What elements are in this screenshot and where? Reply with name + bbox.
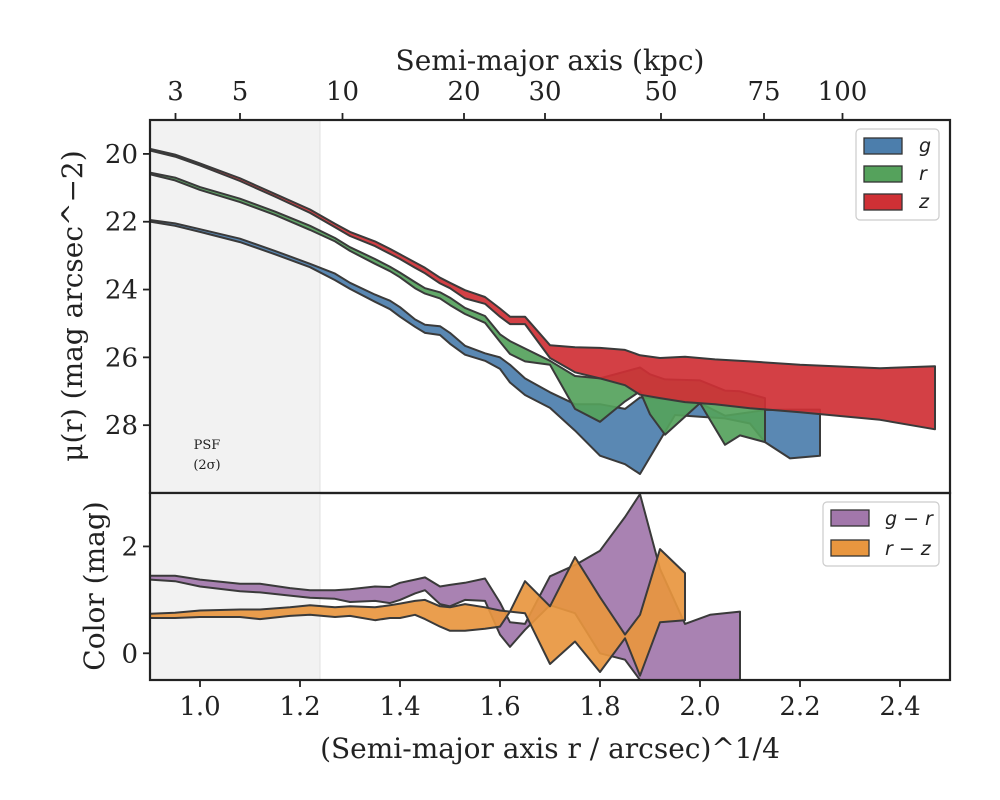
top-tick-label-5: 5 — [232, 77, 249, 107]
x-tick-label-2.4: 2.4 — [879, 692, 920, 722]
x-tick-label-1: 1.0 — [179, 692, 220, 722]
top-axis-title: Semi-major axis (kpc) — [396, 44, 705, 77]
color-y-tick-label-0: 0 — [121, 639, 138, 669]
psf-label: PSF — [194, 438, 221, 453]
x-axis-title: (Semi-major axis r / arcsec)^1/4 — [320, 732, 780, 765]
top-tick-label-50: 50 — [644, 77, 677, 107]
legend-label-r: r — [919, 163, 928, 185]
y-axis-title-color: Color (mag) — [78, 501, 111, 670]
top-tick-label-75: 75 — [747, 77, 780, 107]
surface-brightness-panel: PSF (2σ) 20 22 24 26 28 3 5 10 20 30 50 75 100 g r z — [105, 77, 952, 495]
x-tick-label-1.8: 1.8 — [579, 692, 620, 722]
color-panel-ticks: 0 2 1.0 1.2 1.4 1.6 1.8 2.0 2.2 2.4 — [121, 532, 920, 722]
color-series — [150, 493, 741, 680]
y-tick-label-22: 22 — [105, 208, 138, 238]
surface-brightness-series — [149, 147, 936, 475]
x-tick-label-2: 2.0 — [679, 692, 720, 722]
legend-swatch-g — [863, 137, 903, 155]
y-tick-label-20: 20 — [105, 140, 138, 170]
band-r-z — [150, 548, 686, 677]
top-panel-ticks: 20 22 24 26 28 3 5 10 20 30 50 75 100 — [105, 77, 867, 441]
legend-label-rz: r − z — [885, 538, 932, 560]
x-tick-label-1.6: 1.6 — [479, 692, 520, 722]
y-tick-label-28: 28 — [105, 411, 138, 441]
top-tick-label-3: 3 — [167, 77, 184, 107]
x-tick-label-1.4: 1.4 — [379, 692, 420, 722]
legend-label-gr: g − r — [885, 508, 934, 530]
band-z — [149, 147, 936, 431]
y-tick-label-26: 26 — [105, 343, 138, 373]
legend-swatch-rz — [830, 539, 870, 557]
color-panel: 0 2 1.0 1.2 1.4 1.6 1.8 2.0 2.2 2.4 g − r r − z — [121, 491, 952, 722]
top-panel-legend: g r z — [855, 128, 940, 221]
legend-swatch-z — [863, 193, 903, 211]
x-tick-label-1.2: 1.2 — [279, 692, 320, 722]
legend-swatch-r — [863, 165, 903, 183]
psf-sublabel: (2σ) — [193, 458, 220, 473]
color-panel-frame — [148, 491, 952, 682]
color-y-tick-label-2: 2 — [121, 532, 138, 562]
color-panel-legend: g − r r − z — [822, 501, 940, 567]
top-tick-label-30: 30 — [528, 77, 561, 107]
top-tick-label-10: 10 — [326, 77, 359, 107]
x-tick-label-2.2: 2.2 — [779, 692, 820, 722]
top-tick-label-20: 20 — [447, 77, 480, 107]
y-tick-label-24: 24 — [105, 276, 138, 306]
legend-label-z: z — [918, 191, 930, 213]
y-axis-title-main: μ(r) (mag arcsec^−2) — [56, 150, 89, 461]
top-tick-label-100: 100 — [818, 77, 868, 107]
legend-label-g: g — [919, 135, 931, 157]
legend-swatch-gr — [830, 509, 870, 527]
